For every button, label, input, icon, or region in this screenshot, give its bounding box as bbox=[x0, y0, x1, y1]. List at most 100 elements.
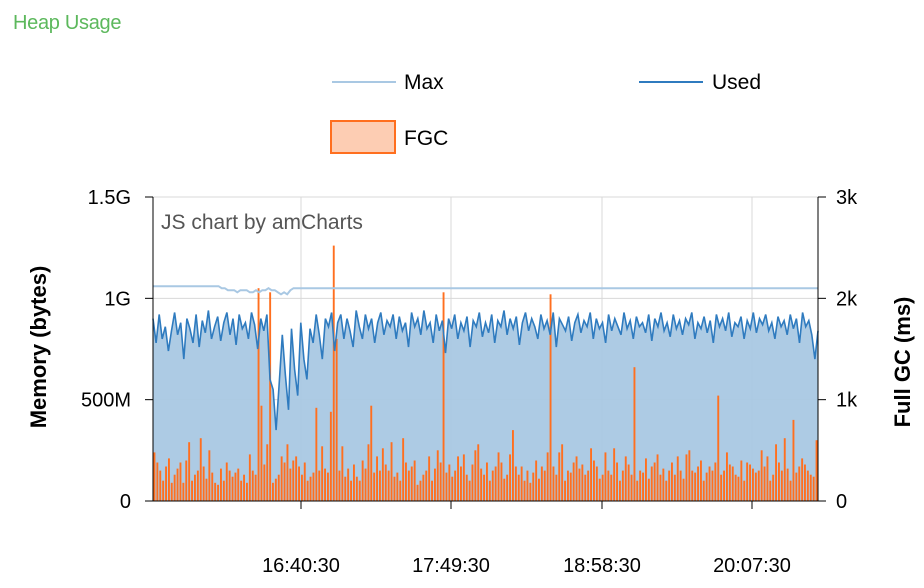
fgc-bar[interactable] bbox=[714, 462, 717, 502]
fgc-bar[interactable] bbox=[717, 395, 720, 501]
fgc-bar[interactable] bbox=[381, 448, 384, 501]
fgc-bar[interactable] bbox=[254, 474, 257, 501]
fgc-bar[interactable] bbox=[621, 470, 624, 501]
fgc-bar[interactable] bbox=[277, 474, 280, 501]
fgc-bar[interactable] bbox=[260, 405, 263, 501]
fgc-bar[interactable] bbox=[353, 464, 355, 502]
fgc-bar[interactable] bbox=[419, 480, 422, 501]
fgc-bar[interactable] bbox=[173, 474, 176, 501]
fgc-bar[interactable] bbox=[379, 470, 381, 501]
fgc-bar[interactable] bbox=[289, 468, 292, 501]
fgc-bar[interactable] bbox=[182, 482, 185, 501]
fgc-bar[interactable] bbox=[407, 470, 410, 501]
fgc-bar[interactable] bbox=[595, 466, 598, 502]
fgc-bar[interactable] bbox=[298, 466, 300, 502]
fgc-bar[interactable] bbox=[619, 480, 621, 501]
fgc-bar[interactable] bbox=[367, 444, 370, 501]
fgc-bar[interactable] bbox=[520, 466, 523, 502]
fgc-bar[interactable] bbox=[191, 480, 193, 501]
fgc-bar[interactable] bbox=[480, 468, 483, 501]
fgc-bar[interactable] bbox=[659, 474, 662, 501]
fgc-bar[interactable] bbox=[760, 450, 763, 501]
fgc-bar[interactable] bbox=[295, 456, 298, 501]
fgc-bar[interactable] bbox=[445, 472, 448, 501]
fgc-bar[interactable] bbox=[723, 470, 725, 501]
fgc-bar[interactable] bbox=[543, 470, 546, 501]
fgc-bar[interactable] bbox=[494, 466, 497, 502]
fgc-bar[interactable] bbox=[399, 480, 402, 501]
fgc-bar[interactable] bbox=[405, 462, 407, 502]
fgc-bar[interactable] bbox=[272, 482, 274, 501]
fgc-bar[interactable] bbox=[587, 470, 590, 501]
fgc-bar[interactable] bbox=[679, 470, 682, 501]
fgc-bar[interactable] bbox=[442, 292, 445, 501]
fgc-bar[interactable] bbox=[384, 464, 387, 502]
fgc-bar[interactable] bbox=[162, 480, 165, 501]
fgc-bar[interactable] bbox=[789, 480, 792, 501]
fgc-bar[interactable] bbox=[428, 456, 431, 501]
fgc-bar[interactable] bbox=[199, 438, 202, 501]
fgc-bar[interactable] bbox=[581, 464, 584, 502]
fgc-bar[interactable] bbox=[691, 470, 694, 501]
fgc-bar[interactable] bbox=[448, 464, 451, 502]
fgc-bar[interactable] bbox=[749, 464, 751, 502]
fgc-bar[interactable] bbox=[474, 450, 477, 501]
fgc-bar[interactable] bbox=[327, 472, 329, 501]
fgc-bar[interactable] bbox=[301, 474, 303, 501]
fgc-bar[interactable] bbox=[772, 474, 775, 501]
fgc-bar[interactable] bbox=[688, 450, 691, 501]
fgc-bar[interactable] bbox=[778, 462, 780, 502]
fgc-bar[interactable] bbox=[205, 478, 208, 501]
fgc-bar[interactable] bbox=[410, 466, 413, 502]
fgc-bar[interactable] bbox=[376, 456, 378, 501]
fgc-bar[interactable] bbox=[491, 470, 494, 501]
fgc-bar[interactable] bbox=[422, 474, 425, 501]
fgc-bar[interactable] bbox=[754, 472, 757, 501]
fgc-bar[interactable] bbox=[598, 478, 601, 501]
fgc-bar[interactable] bbox=[792, 419, 795, 501]
fgc-bar[interactable] bbox=[795, 472, 798, 501]
fgc-bar[interactable] bbox=[434, 468, 436, 501]
fgc-bar[interactable] bbox=[156, 462, 159, 502]
fgc-bar[interactable] bbox=[497, 452, 500, 501]
fgc-bar[interactable] bbox=[159, 470, 162, 501]
legend-item-used[interactable]: Used bbox=[639, 71, 761, 94]
fgc-bar[interactable] bbox=[315, 407, 318, 501]
fgc-bar[interactable] bbox=[396, 472, 399, 501]
fgc-bar[interactable] bbox=[318, 470, 321, 501]
fgc-bar[interactable] bbox=[361, 460, 364, 502]
fgc-bar[interactable] bbox=[332, 245, 335, 501]
fgc-bar[interactable] bbox=[390, 442, 393, 501]
fgc-bar[interactable] bbox=[812, 476, 815, 501]
fgc-bar[interactable] bbox=[809, 474, 812, 501]
fgc-bar[interactable] bbox=[309, 476, 312, 501]
fgc-bar[interactable] bbox=[708, 466, 711, 502]
fgc-bar[interactable] bbox=[471, 464, 474, 502]
fgc-bar[interactable] bbox=[662, 468, 665, 501]
fgc-bar[interactable] bbox=[763, 466, 766, 502]
fgc-bar[interactable] bbox=[185, 460, 188, 502]
fgc-bar[interactable] bbox=[734, 474, 737, 501]
fgc-bar[interactable] bbox=[454, 470, 457, 501]
fgc-bar[interactable] bbox=[338, 470, 341, 501]
fgc-bar[interactable] bbox=[653, 462, 656, 502]
fgc-bar[interactable] bbox=[355, 476, 358, 501]
fgc-bar[interactable] bbox=[246, 482, 248, 501]
fgc-bar[interactable] bbox=[549, 294, 552, 501]
fgc-bar[interactable] bbox=[769, 480, 772, 501]
fgc-bar[interactable] bbox=[237, 468, 240, 501]
fgc-bar[interactable] bbox=[364, 468, 367, 501]
fgc-bar[interactable] bbox=[211, 472, 214, 501]
fgc-bar[interactable] bbox=[673, 474, 676, 501]
max-line[interactable] bbox=[153, 285, 818, 296]
fgc-bar[interactable] bbox=[552, 466, 555, 502]
fgc-bar[interactable] bbox=[636, 480, 639, 501]
fgc-bar[interactable] bbox=[170, 482, 173, 501]
fgc-bar[interactable] bbox=[682, 478, 685, 501]
used-line[interactable] bbox=[152, 310, 819, 431]
fgc-bar[interactable] bbox=[564, 480, 566, 501]
fgc-bar[interactable] bbox=[416, 484, 419, 501]
fgc-bar[interactable] bbox=[274, 478, 277, 501]
fgc-bar[interactable] bbox=[740, 460, 743, 502]
fgc-bar[interactable] bbox=[613, 448, 616, 501]
